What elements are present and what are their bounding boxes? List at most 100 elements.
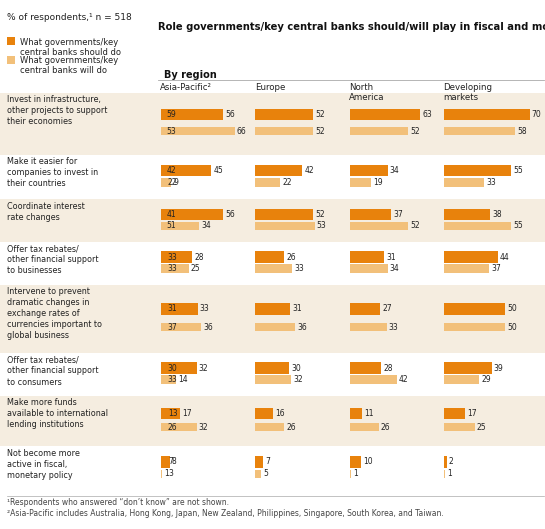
Bar bbox=[255, 376, 291, 384]
Text: 26: 26 bbox=[287, 253, 296, 262]
Text: 32: 32 bbox=[199, 423, 208, 432]
Text: 25: 25 bbox=[191, 264, 201, 273]
Text: 45: 45 bbox=[213, 166, 223, 175]
Text: 50: 50 bbox=[507, 323, 517, 332]
Text: 33: 33 bbox=[487, 178, 496, 187]
Bar bbox=[350, 423, 379, 432]
Text: Not become more
active in fiscal,
monetary policy: Not become more active in fiscal, moneta… bbox=[7, 449, 80, 480]
Bar bbox=[350, 264, 387, 273]
Bar bbox=[161, 165, 211, 176]
Text: Intervene to prevent
dramatic changes in
exchange rates of
currencies important : Intervene to prevent dramatic changes in… bbox=[7, 287, 101, 341]
Text: 8: 8 bbox=[172, 458, 177, 467]
Bar bbox=[0, 396, 545, 446]
Bar bbox=[161, 251, 192, 263]
Text: 7: 7 bbox=[265, 458, 270, 467]
Bar bbox=[0, 446, 545, 491]
Text: 19: 19 bbox=[373, 178, 383, 187]
Bar bbox=[444, 376, 480, 384]
Bar bbox=[255, 165, 302, 176]
Text: 22: 22 bbox=[168, 178, 177, 187]
Bar bbox=[0, 93, 545, 155]
Text: 33: 33 bbox=[167, 253, 177, 262]
Bar bbox=[161, 264, 189, 273]
Bar bbox=[350, 178, 371, 187]
Text: Asia-Pacific²: Asia-Pacific² bbox=[160, 83, 212, 92]
Bar bbox=[161, 408, 180, 419]
Text: 55: 55 bbox=[513, 166, 523, 175]
Bar bbox=[161, 108, 223, 120]
Bar bbox=[165, 423, 166, 432]
Bar bbox=[350, 376, 397, 384]
Text: 32: 32 bbox=[293, 375, 303, 384]
Text: 7: 7 bbox=[168, 458, 173, 467]
Text: 13: 13 bbox=[168, 409, 178, 418]
Text: 27: 27 bbox=[382, 304, 392, 313]
Text: 36: 36 bbox=[298, 323, 307, 332]
Bar bbox=[444, 178, 485, 187]
Bar bbox=[350, 408, 362, 419]
Bar bbox=[350, 127, 408, 135]
Text: 30: 30 bbox=[167, 363, 177, 372]
Text: What governments/key
central banks should do: What governments/key central banks shoul… bbox=[20, 38, 120, 57]
Bar bbox=[165, 362, 166, 374]
Bar bbox=[161, 362, 197, 374]
Bar bbox=[165, 251, 166, 263]
Bar bbox=[444, 456, 446, 468]
Text: 26: 26 bbox=[381, 423, 391, 432]
Text: 33: 33 bbox=[294, 264, 304, 273]
Bar bbox=[350, 208, 391, 220]
Bar bbox=[255, 251, 284, 263]
Bar bbox=[444, 251, 498, 263]
Bar bbox=[350, 303, 380, 315]
Text: 52: 52 bbox=[410, 222, 420, 231]
Bar bbox=[165, 323, 166, 332]
Bar bbox=[255, 423, 284, 432]
Text: What governments/key
central banks will do: What governments/key central banks will … bbox=[20, 56, 118, 76]
Bar bbox=[165, 303, 166, 315]
Bar bbox=[161, 376, 177, 384]
Bar bbox=[165, 208, 166, 220]
Text: 1: 1 bbox=[353, 470, 358, 479]
Text: 52: 52 bbox=[316, 110, 325, 119]
Text: 17: 17 bbox=[182, 409, 192, 418]
Text: 33: 33 bbox=[167, 375, 177, 384]
Text: 37: 37 bbox=[167, 323, 177, 332]
Text: 34: 34 bbox=[390, 264, 399, 273]
Bar bbox=[165, 127, 166, 135]
Text: 42: 42 bbox=[399, 375, 408, 384]
Text: Europe: Europe bbox=[255, 83, 285, 92]
Text: 44: 44 bbox=[500, 253, 510, 262]
Bar bbox=[255, 127, 313, 135]
Text: 39: 39 bbox=[494, 363, 504, 372]
Bar bbox=[161, 323, 201, 332]
Bar bbox=[444, 323, 505, 332]
Bar bbox=[444, 470, 445, 478]
Bar bbox=[350, 456, 361, 468]
Bar bbox=[7, 56, 15, 64]
Bar bbox=[0, 242, 545, 285]
Bar bbox=[255, 222, 314, 230]
Text: 32: 32 bbox=[199, 363, 208, 372]
Text: 28: 28 bbox=[194, 253, 204, 262]
Text: 29: 29 bbox=[482, 375, 491, 384]
Bar bbox=[161, 178, 171, 187]
Bar bbox=[255, 470, 261, 478]
Text: 1: 1 bbox=[447, 470, 452, 479]
Bar bbox=[255, 408, 273, 419]
Text: 14: 14 bbox=[179, 375, 188, 384]
Bar bbox=[164, 108, 166, 120]
Text: 33: 33 bbox=[389, 323, 398, 332]
Text: By region: By region bbox=[164, 70, 216, 80]
Bar bbox=[165, 264, 166, 273]
Bar bbox=[0, 285, 545, 353]
Text: 41: 41 bbox=[167, 210, 177, 219]
Text: 17: 17 bbox=[467, 409, 477, 418]
Bar bbox=[161, 470, 162, 478]
Text: 37: 37 bbox=[492, 264, 501, 273]
Bar bbox=[7, 37, 15, 45]
Text: 28: 28 bbox=[383, 363, 392, 372]
Bar bbox=[350, 108, 420, 120]
Bar bbox=[350, 362, 381, 374]
Text: Offer tax rebates/
other financial support
to businesses: Offer tax rebates/ other financial suppo… bbox=[7, 244, 98, 276]
Bar bbox=[161, 222, 199, 230]
